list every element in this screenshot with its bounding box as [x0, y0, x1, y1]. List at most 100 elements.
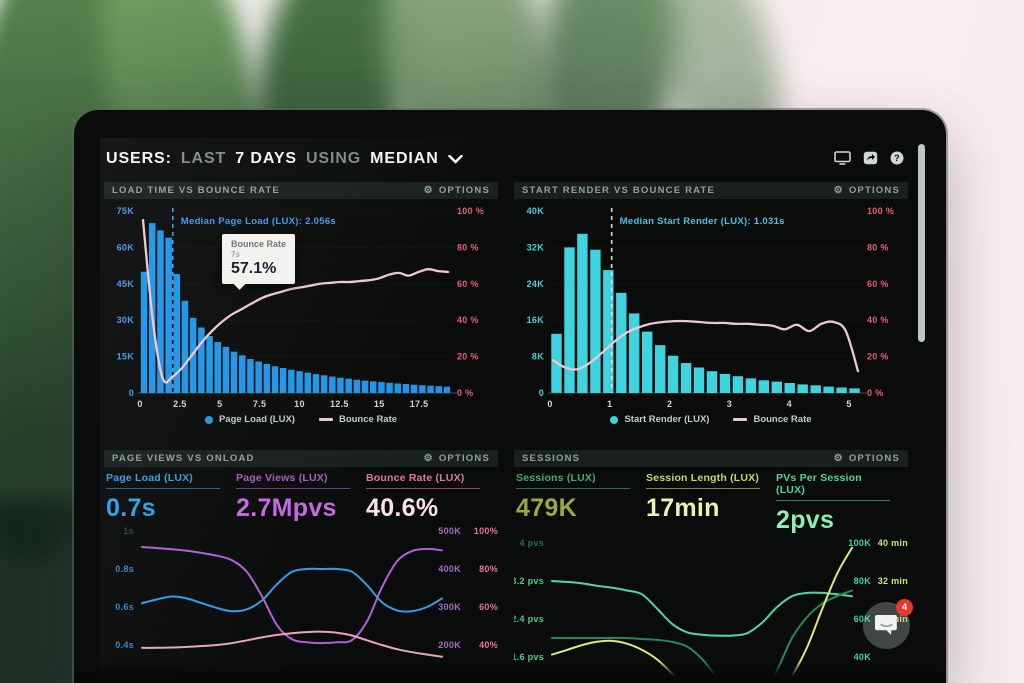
header-icons: ?	[834, 151, 904, 165]
svg-text:80K: 80K	[854, 576, 872, 586]
start-render-chart: 40K 32K 24K 16K 8K 0 100 % 80 % 60 % 40 % 20 % 0 % 0…	[527, 206, 894, 409]
scrollbar-thumb[interactable]	[918, 144, 925, 342]
chart-tooltip: Bounce Rate 7s 57.1%	[222, 234, 296, 284]
svg-text:20 %: 20 %	[457, 352, 479, 362]
svg-text:0.6s: 0.6s	[115, 602, 134, 612]
chat-bubble-icon	[875, 615, 897, 635]
date-range-dropdown[interactable]: USERS: LAST 7 DAYS USING MEDIAN	[106, 146, 463, 172]
header-users-label: USERS:	[106, 150, 172, 167]
gear-icon: ⚙	[423, 184, 434, 196]
panel-start-render-vs-bounce-rate: START RENDER VS BOUNCE RATE ⚙ OPTIONS 40…	[514, 182, 908, 442]
svg-text:40K: 40K	[527, 206, 545, 216]
svg-text:15: 15	[374, 399, 385, 409]
metrics-row: Page Load (LUX) 0.7s Page Views (LUX) 2.…	[104, 472, 498, 523]
header-days-label: 7 DAYS	[235, 150, 297, 167]
gear-icon: ⚙	[423, 452, 434, 464]
svg-text:15K: 15K	[117, 352, 135, 362]
svg-text:100 %: 100 %	[457, 206, 484, 216]
laptop: USERS: LAST 7 DAYS USING MEDIAN	[74, 110, 946, 683]
metric-pvs-per-session: PVs Per Session (LUX) 2pvs	[776, 472, 906, 535]
options-button[interactable]: ⚙ OPTIONS	[424, 185, 490, 196]
svg-text:32 min: 32 min	[878, 576, 908, 586]
load-time-chart: 75K 60K 45K 30K 15K 0 100 % 80 % 60 % 40 % 20 % 0 %…	[117, 206, 484, 409]
header-median-label: MEDIAN	[370, 150, 439, 167]
svg-text:0 %: 0 %	[457, 388, 473, 398]
svg-text:75K: 75K	[117, 206, 135, 216]
svg-text:0: 0	[539, 388, 544, 398]
svg-text:200K: 200K	[438, 640, 461, 650]
svg-text:100%: 100%	[474, 526, 498, 536]
svg-text:1: 1	[607, 399, 612, 409]
svg-text:0: 0	[129, 388, 134, 398]
svg-text:4 pvs: 4 pvs	[519, 538, 544, 548]
svg-text:80 %: 80 %	[457, 242, 479, 252]
svg-text:3: 3	[727, 399, 732, 409]
svg-text:10: 10	[294, 399, 305, 409]
svg-text:2.4 pvs: 2.4 pvs	[514, 614, 544, 624]
notification-badge: 4	[896, 599, 913, 616]
options-button[interactable]: ⚙ OPTIONS	[424, 453, 490, 464]
svg-text:30K: 30K	[117, 315, 135, 325]
svg-text:0.4s: 0.4s	[115, 640, 134, 650]
svg-text:0 %: 0 %	[867, 388, 883, 398]
header-last-label: LAST	[180, 150, 227, 167]
svg-text:12.5: 12.5	[330, 399, 349, 409]
dashboard-screen: USERS: LAST 7 DAYS USING MEDIAN	[100, 138, 932, 683]
svg-text:45K: 45K	[117, 279, 135, 289]
metric-session-length: Session Length (LUX) 17min	[646, 472, 760, 522]
svg-text:32K: 32K	[527, 242, 545, 252]
svg-text:Median Start Render (LUX): 1.0: Median Start Render (LUX): 1.031s	[620, 216, 785, 227]
svg-text:Median Page Load (LUX): 2.056s: Median Page Load (LUX): 2.056s	[181, 216, 336, 227]
svg-text:60K: 60K	[854, 614, 872, 624]
chevron-down-icon	[447, 154, 463, 163]
svg-text:300K: 300K	[438, 602, 461, 612]
metric-sessions: Sessions (LUX) 479K	[516, 472, 646, 535]
svg-text:7.5: 7.5	[253, 399, 266, 409]
metric-bounce-rate: Bounce Rate (LUX) 40.6%	[366, 472, 496, 523]
svg-text:60%: 60%	[479, 602, 498, 612]
svg-text:0: 0	[137, 399, 142, 409]
options-button[interactable]: ⚙ OPTIONS	[834, 453, 900, 464]
svg-text:80 %: 80 %	[867, 242, 889, 252]
legend-page-load[interactable]: Page Load (LUX)	[204, 414, 295, 425]
metric-page-views: Page Views (LUX) 2.7Mpvs	[236, 472, 366, 523]
metric-page-load: Page Load (LUX) 0.7s	[106, 472, 236, 523]
svg-text:0.8s: 0.8s	[115, 564, 134, 574]
svg-text:3.2 pvs: 3.2 pvs	[514, 576, 544, 586]
svg-text:5: 5	[846, 399, 851, 409]
svg-text:40K: 40K	[854, 652, 872, 662]
svg-text:0: 0	[547, 399, 552, 409]
chat-launcher-button[interactable]: 4	[863, 599, 913, 649]
share-icon[interactable]	[863, 151, 878, 165]
svg-text:2.5: 2.5	[173, 399, 186, 409]
sessions-chart: 4 pvs 100K 40 min 3.2 pvs 80K 32 min 2.4 pvs 60…	[514, 538, 908, 683]
help-icon[interactable]: ?	[890, 151, 904, 165]
svg-text:2: 2	[667, 399, 672, 409]
options-button[interactable]: ⚙ OPTIONS	[834, 185, 900, 196]
svg-text:100K: 100K	[848, 538, 871, 548]
svg-text:1s: 1s	[123, 526, 134, 536]
svg-text:400K: 400K	[438, 564, 461, 574]
display-icon[interactable]	[834, 151, 851, 165]
svg-text:40%: 40%	[479, 640, 498, 650]
panel-load-time-vs-bounce-rate: LOAD TIME VS BOUNCE RATE ⚙ OPTIONS 75K 60…	[104, 182, 498, 442]
svg-text:16K: 16K	[527, 315, 545, 325]
svg-text:40 min: 40 min	[878, 538, 908, 548]
legend-start-render[interactable]: Start Render (LUX)	[610, 414, 709, 425]
legend-bounce-rate[interactable]: Bounce Rate	[733, 414, 812, 425]
svg-text:60 %: 60 %	[867, 279, 889, 289]
panel-page-views-vs-onload: PAGE VIEWS VS ONLOAD ⚙ OPTIONS Page Load…	[104, 450, 498, 683]
options-label: OPTIONS	[438, 185, 490, 196]
gear-icon: ⚙	[833, 452, 844, 464]
metrics-row: Sessions (LUX) 479K Session Length (LUX)…	[514, 472, 908, 535]
options-label: OPTIONS	[848, 185, 900, 196]
options-label: OPTIONS	[848, 453, 900, 464]
page-views-onload-chart: 1s 500K 100% 0.8s 400K 80% 0.6s 300K 60% 0.4s 200K…	[115, 526, 498, 658]
panel-title: LOAD TIME VS BOUNCE RATE	[112, 185, 280, 196]
svg-text:1.6 pvs: 1.6 pvs	[514, 652, 544, 662]
legend-dot	[610, 415, 619, 424]
svg-text:40 %: 40 %	[867, 315, 889, 325]
legend-bounce-rate[interactable]: Bounce Rate	[318, 414, 397, 425]
svg-text:100 %: 100 %	[867, 206, 894, 216]
svg-text:80%: 80%	[479, 564, 498, 574]
